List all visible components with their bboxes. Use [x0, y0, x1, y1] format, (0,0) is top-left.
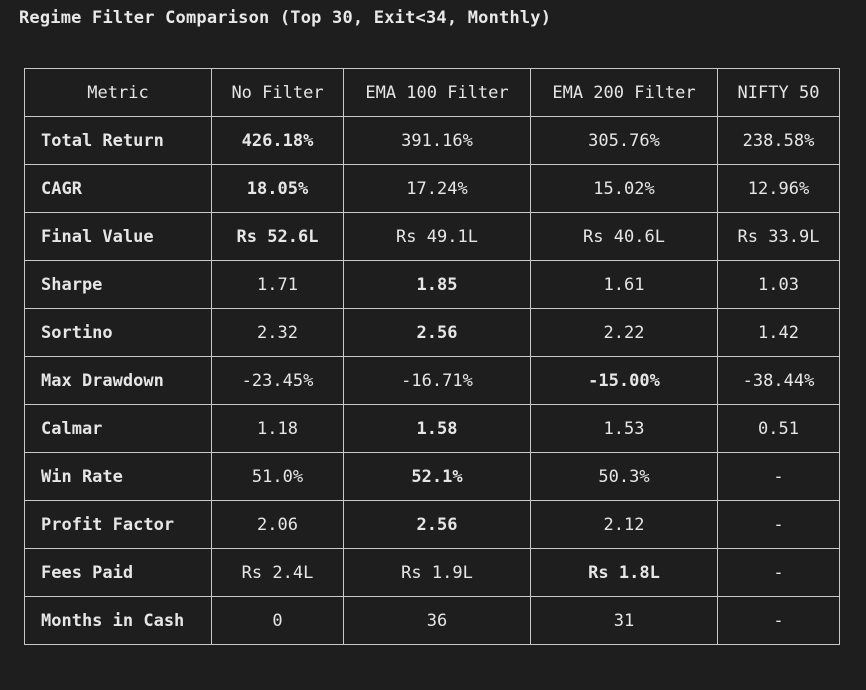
cell-nifty-50: Rs 33.9L	[717, 212, 840, 261]
metric-label: Calmar	[24, 404, 212, 453]
cell-nifty-50: -	[717, 548, 840, 597]
metric-label: CAGR	[24, 164, 212, 213]
cell-ema-200-filter: 305.76%	[530, 116, 718, 165]
cell-no-filter: 1.18	[211, 404, 344, 453]
table-row: Fees Paid Rs 2.4L Rs 1.9L Rs 1.8L -	[24, 548, 840, 597]
cell-nifty-50: 1.03	[717, 260, 840, 309]
column-header-no-filter: No Filter	[211, 68, 344, 117]
column-header-metric: Metric	[24, 68, 212, 117]
cell-ema-200-filter: 1.61	[530, 260, 718, 309]
metric-label: Win Rate	[24, 452, 212, 501]
cell-no-filter: Rs 52.6L	[211, 212, 344, 261]
cell-ema-200-filter: 31	[530, 596, 718, 645]
metric-label: Final Value	[24, 212, 212, 261]
page-title: Regime Filter Comparison (Top 30, Exit<3…	[19, 8, 552, 28]
metric-label: Sortino	[24, 308, 212, 357]
table-row: Profit Factor 2.06 2.56 2.12-	[24, 500, 840, 549]
metric-label: Profit Factor	[24, 500, 212, 549]
cell-ema-100-filter: Rs 1.9L	[343, 548, 531, 597]
table-row: Months in Cash 0 36 31-	[24, 596, 840, 645]
cell-ema-200-filter: Rs 40.6L	[530, 212, 718, 261]
cell-ema-200-filter: 50.3%	[530, 452, 718, 501]
column-header-ema-100-filter: EMA 100 Filter	[343, 68, 531, 117]
cell-ema-100-filter: 52.1%	[343, 452, 531, 501]
metric-label: Sharpe	[24, 260, 212, 309]
column-header-ema-200-filter: EMA 200 Filter	[530, 68, 718, 117]
cell-ema-200-filter: 2.12	[530, 500, 718, 549]
cell-ema-100-filter: 1.58	[343, 404, 531, 453]
table-row: Total Return 426.18% 391.16% 305.76% 238.58%	[24, 116, 840, 165]
cell-ema-200-filter: 2.22	[530, 308, 718, 357]
cell-ema-200-filter: 1.53	[530, 404, 718, 453]
cell-no-filter: 0	[211, 596, 344, 645]
table-row: Win Rate 51.0% 52.1% 50.3% -	[24, 452, 840, 501]
table-row: Sharpe 1.71 1.85 1.61 1.03	[24, 260, 840, 309]
table-body: Total Return 426.18% 391.16% 305.76% 238.58%…	[24, 116, 840, 645]
cell-no-filter: 18.05%	[211, 164, 344, 213]
table-row: Calmar 1.18 1.58 1.53 0.51	[24, 404, 840, 453]
cell-ema-100-filter: 2.56	[343, 308, 531, 357]
cell-no-filter: 2.06	[211, 500, 344, 549]
metric-label: Total Return	[24, 116, 212, 165]
cell-no-filter: 51.0%	[211, 452, 344, 501]
cell-nifty-50: -	[717, 596, 840, 645]
cell-ema-100-filter: Rs 49.1L	[343, 212, 531, 261]
cell-no-filter: Rs 2.4L	[211, 548, 344, 597]
cell-ema-200-filter: 15.02%	[530, 164, 718, 213]
cell-no-filter: -23.45%	[211, 356, 344, 405]
comparison-table: Metric No Filter EMA 100 Filter EMA 200 …	[24, 68, 840, 645]
cell-ema-200-filter: -15.00%	[530, 356, 718, 405]
cell-nifty-50: -38.44%	[717, 356, 840, 405]
table-row: Max Drawdown -23.45% -16.71% -15.00% -38.44%	[24, 356, 840, 405]
metric-label: Fees Paid	[24, 548, 212, 597]
cell-nifty-50: 1.42	[717, 308, 840, 357]
cell-nifty-50: 0.51	[717, 404, 840, 453]
table-row: Sortino 2.32 2.56 2.22 1.42	[24, 308, 840, 357]
cell-ema-100-filter: 1.85	[343, 260, 531, 309]
cell-nifty-50: 238.58%	[717, 116, 840, 165]
cell-nifty-50: -	[717, 452, 840, 501]
column-header-nifty-50: NIFTY 50	[717, 68, 840, 117]
cell-nifty-50: 12.96%	[717, 164, 840, 213]
cell-ema-200-filter: Rs 1.8L	[530, 548, 718, 597]
metric-label: Max Drawdown	[24, 356, 212, 405]
table-header-row: Metric No Filter EMA 100 Filter EMA 200 …	[24, 68, 840, 117]
cell-no-filter: 1.71	[211, 260, 344, 309]
cell-ema-100-filter: 391.16%	[343, 116, 531, 165]
cell-no-filter: 2.32	[211, 308, 344, 357]
cell-no-filter: 426.18%	[211, 116, 344, 165]
table-row: Final Value Rs 52.6L Rs 49.1L Rs 40.6L Rs 33…	[24, 212, 840, 261]
cell-ema-100-filter: 36	[343, 596, 531, 645]
cell-ema-100-filter: -16.71%	[343, 356, 531, 405]
metric-label: Months in Cash	[24, 596, 212, 645]
cell-ema-100-filter: 2.56	[343, 500, 531, 549]
table-row: CAGR 18.05% 17.24% 15.02% 12.96%	[24, 164, 840, 213]
cell-ema-100-filter: 17.24%	[343, 164, 531, 213]
cell-nifty-50: -	[717, 500, 840, 549]
